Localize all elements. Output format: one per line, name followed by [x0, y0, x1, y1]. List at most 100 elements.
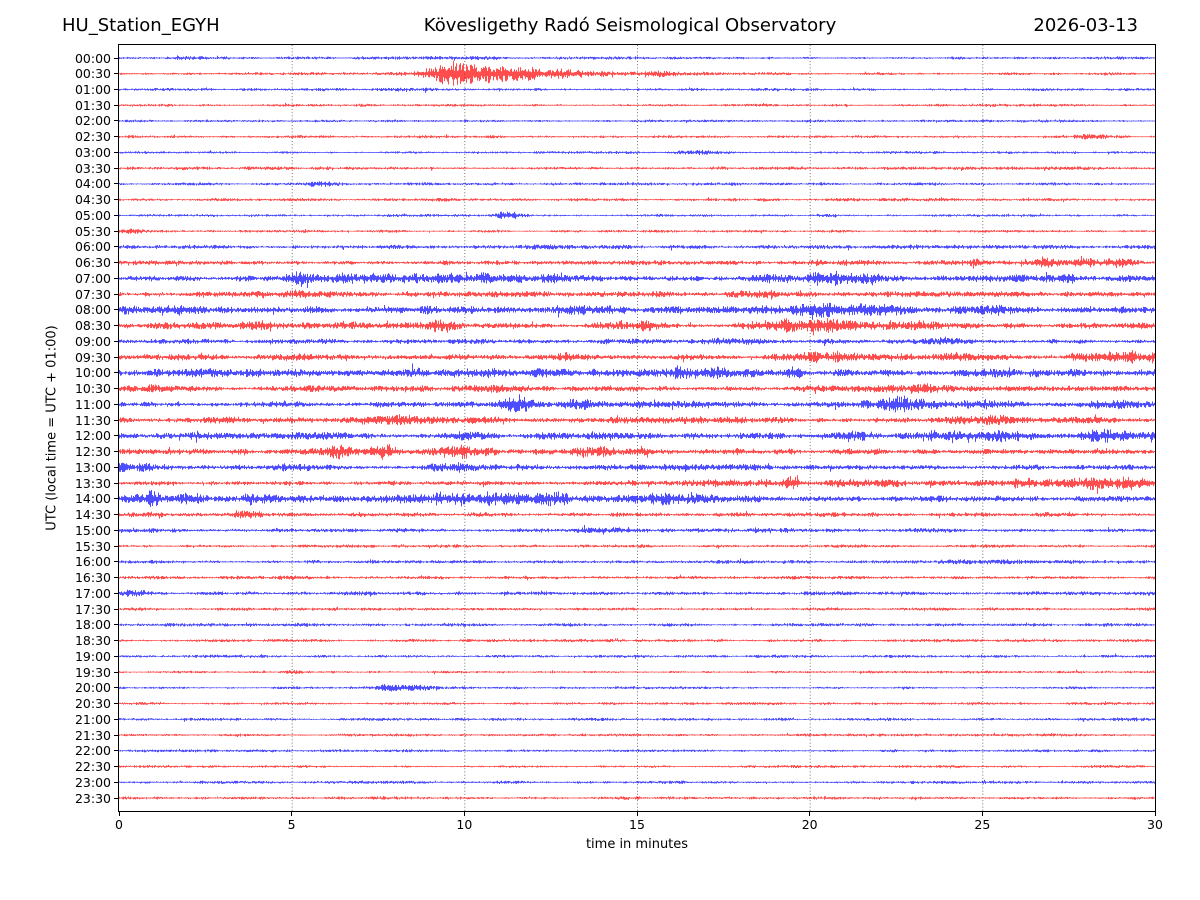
observatory-title: Kövesligethy Radó Seismological Observat…	[423, 15, 837, 36]
y-tick-mark	[114, 592, 118, 594]
y-tick-label: 20:30	[74, 696, 111, 712]
y-tick-label: 16:00	[74, 554, 111, 570]
y-tick-label: 00:00	[74, 50, 111, 66]
y-tick-mark	[114, 246, 118, 248]
y-tick-label: 23:00	[74, 774, 111, 790]
x-tick-label: 15	[629, 817, 645, 832]
y-tick-label: 04:30	[74, 192, 111, 208]
x-tick-mark	[809, 812, 811, 816]
y-tick-mark	[114, 781, 118, 783]
y-tick-mark	[114, 372, 118, 374]
y-tick-label: 06:30	[74, 255, 111, 271]
y-tick-mark	[114, 466, 118, 468]
y-tick-label: 14:30	[74, 507, 111, 523]
x-tick-mark	[981, 812, 983, 816]
y-tick-mark	[114, 136, 118, 138]
y-tick-label: 22:00	[74, 743, 111, 759]
x-tick-mark	[636, 812, 638, 816]
y-tick-label: 04:00	[74, 176, 111, 192]
y-tick-label: 09:30	[74, 349, 111, 365]
y-tick-mark	[114, 687, 118, 689]
x-tick-mark	[291, 812, 293, 816]
y-tick-label: 17:00	[74, 585, 111, 601]
y-tick-label: 03:30	[74, 160, 111, 176]
y-tick-label: 19:30	[74, 664, 111, 680]
y-tick-mark	[114, 293, 118, 295]
x-tick-label: 30	[1147, 817, 1163, 832]
y-tick-mark	[114, 120, 118, 122]
y-tick-mark	[114, 199, 118, 201]
y-tick-label: 02:30	[74, 129, 111, 145]
y-tick-mark	[114, 230, 118, 232]
y-tick-mark	[114, 403, 118, 405]
y-tick-label: 21:30	[74, 727, 111, 743]
y-tick-mark	[114, 734, 118, 736]
y-tick-label: 00:30	[74, 66, 111, 82]
y-tick-label: 12:00	[74, 428, 111, 444]
station-title: HU_Station_EGYH	[62, 15, 220, 36]
x-tick-label: 10	[456, 817, 473, 832]
y-tick-mark	[114, 797, 118, 799]
y-tick-label: 10:30	[74, 381, 111, 397]
y-tick-label: 17:30	[74, 601, 111, 617]
y-tick-label: 13:00	[74, 459, 111, 475]
y-tick-label: 05:00	[74, 207, 111, 223]
y-tick-label: 08:30	[74, 318, 111, 334]
x-axis-label: time in minutes	[585, 837, 689, 852]
y-tick-mark	[114, 73, 118, 75]
x-tick-label: 25	[974, 817, 991, 832]
y-tick-mark	[114, 167, 118, 169]
y-tick-label: 19:00	[74, 648, 111, 664]
y-tick-mark	[114, 325, 118, 327]
y-tick-label: 12:30	[74, 444, 111, 460]
y-tick-mark	[114, 88, 118, 90]
y-tick-mark	[114, 214, 118, 216]
date-title: 2026-03-13	[1033, 15, 1138, 36]
y-tick-label: 01:30	[74, 97, 111, 113]
y-tick-label: 09:00	[74, 333, 111, 349]
x-tick-label: 5	[287, 817, 296, 832]
seismogram-canvas	[119, 45, 1155, 811]
y-tick-label: 18:00	[74, 617, 111, 633]
y-tick-mark	[114, 419, 118, 421]
y-tick-label: 07:00	[74, 270, 111, 286]
y-tick-mark	[114, 624, 118, 626]
y-tick-mark	[114, 750, 118, 752]
x-tick-mark	[463, 812, 465, 816]
y-tick-label: 20:00	[74, 680, 111, 696]
y-tick-mark	[114, 151, 118, 153]
x-tick-label: 20	[801, 817, 818, 832]
y-tick-mark	[114, 498, 118, 500]
y-tick-mark	[114, 703, 118, 705]
y-tick-mark	[114, 514, 118, 516]
y-tick-mark	[114, 561, 118, 563]
y-tick-mark	[114, 655, 118, 657]
x-tick-mark	[1154, 812, 1156, 816]
y-tick-label: 03:00	[74, 144, 111, 160]
y-tick-mark	[114, 388, 118, 390]
y-tick-label: 23:30	[74, 790, 111, 806]
y-tick-label: 01:00	[74, 81, 111, 97]
y-tick-label: 06:00	[74, 239, 111, 255]
y-tick-label: 15:00	[74, 522, 111, 538]
y-tick-mark	[114, 183, 118, 185]
y-tick-label: 07:30	[74, 286, 111, 302]
y-tick-mark	[114, 529, 118, 531]
y-tick-mark	[114, 277, 118, 279]
x-tick-label: 0	[115, 817, 123, 832]
y-tick-label: 02:00	[74, 113, 111, 129]
y-tick-mark	[114, 608, 118, 610]
y-tick-label: 22:30	[74, 759, 111, 775]
y-tick-mark	[114, 356, 118, 358]
y-tick-mark	[114, 640, 118, 642]
y-tick-label: 13:30	[74, 475, 111, 491]
y-tick-label: 05:30	[74, 223, 111, 239]
y-tick-label: 14:00	[74, 491, 111, 507]
y-tick-mark	[114, 766, 118, 768]
y-tick-mark	[114, 451, 118, 453]
y-tick-label: 16:30	[74, 570, 111, 586]
y-tick-label: 21:00	[74, 711, 111, 727]
y-tick-mark	[114, 545, 118, 547]
y-tick-label: 18:30	[74, 633, 111, 649]
